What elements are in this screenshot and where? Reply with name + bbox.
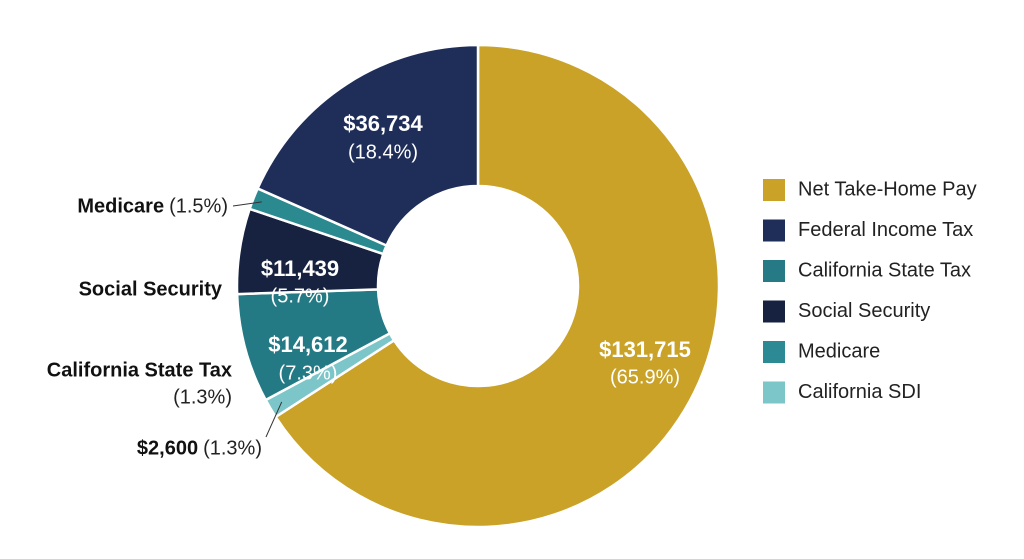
legend-label: Social Security — [798, 300, 930, 322]
legend-swatch — [763, 260, 785, 282]
legend-swatch — [763, 341, 785, 363]
percent-label: (18.4%) — [348, 141, 418, 163]
legend-swatch — [763, 179, 785, 201]
value-label: $14,612 — [268, 332, 348, 357]
legend-label: Net Take-Home Pay — [798, 178, 977, 200]
percent-label: (1.5%) — [169, 195, 228, 217]
percent-label: (5.7%) — [271, 285, 330, 307]
donut-slice — [273, 43, 721, 529]
legend-swatch — [763, 381, 785, 404]
leader-line — [265, 401, 283, 438]
annotation-label: Medicare — [77, 195, 164, 217]
value-label: $36,734 — [343, 111, 423, 136]
legend-label: California State Tax — [798, 259, 971, 281]
legend-label: California SDI — [798, 381, 921, 403]
annotation-label: Social Security — [79, 278, 223, 300]
leader-line — [232, 201, 262, 207]
value-label: $131,715 — [599, 337, 691, 362]
value-label: $2,600 — [137, 437, 198, 459]
percent-label: (1.3%) — [203, 437, 262, 459]
annotation-label: California State Tax — [47, 359, 232, 381]
value-label: $11,439 — [261, 256, 339, 281]
percent-label: (65.9%) — [610, 366, 680, 388]
percent-label: (7.3%) — [279, 362, 338, 384]
legend-label: Medicare — [798, 340, 880, 362]
donut-slice — [255, 43, 480, 248]
legend-label: Federal Income Tax — [798, 219, 973, 241]
annotation-detail: (1.3%) — [173, 386, 232, 408]
legend-swatch — [763, 300, 785, 323]
legend-swatch — [763, 219, 785, 242]
